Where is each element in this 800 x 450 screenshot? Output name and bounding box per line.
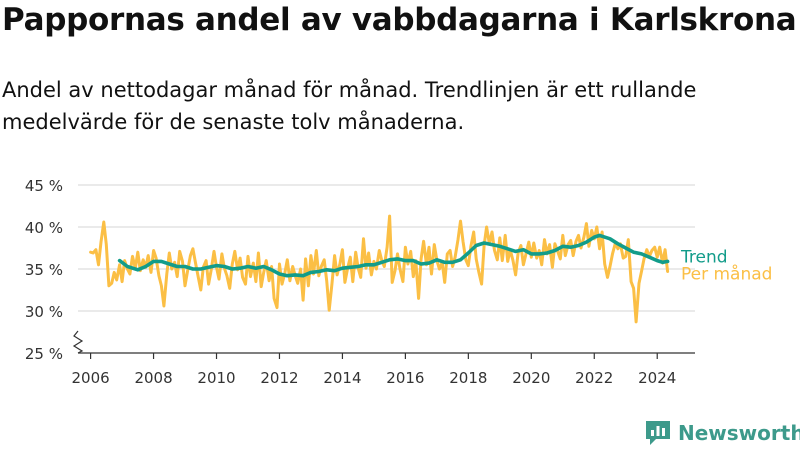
axes: 25 % 30 % 35 % 40 % 45 % 2006 2008 2010 2012 2014…: [25, 177, 695, 387]
y-tick-label: 45 %: [25, 177, 63, 195]
x-tick-label: 2018: [449, 369, 487, 387]
x-tick-label: 2012: [260, 369, 298, 387]
x-tick-label: 2008: [134, 369, 172, 387]
y-tick-label: 25 %: [25, 345, 63, 363]
brand-name: Newsworthy: [678, 421, 800, 445]
brand-logo: Newsworthy: [644, 419, 800, 447]
x-tick-label: 2014: [323, 369, 361, 387]
page-title: Pappornas andel av vabbdagarna i Karlskr…: [2, 2, 797, 38]
x-tick-label: 2016: [386, 369, 424, 387]
monthly-series-label: Per månad: [681, 263, 772, 284]
chart-subtitle: Andel av nettodagar månad för månad. Tre…: [2, 78, 697, 134]
x-tick-label: 2006: [71, 369, 109, 387]
trend-series-label: Trend: [680, 247, 728, 267]
y-tick-label: 35 %: [25, 261, 63, 279]
x-tick-label: 2010: [197, 369, 235, 387]
gridlines: [78, 184, 695, 312]
y-tick-label: 40 %: [25, 219, 63, 237]
x-tick-label: 2022: [575, 369, 613, 387]
series: [89, 214, 670, 324]
newsworthy-logo-icon: [646, 421, 670, 445]
trend-series-line: [117, 233, 670, 278]
axis-break-icon: [72, 330, 84, 354]
x-tick-label: 2024: [638, 369, 676, 387]
y-tick-label: 30 %: [25, 303, 63, 321]
x-tick-label: 2020: [512, 369, 550, 387]
